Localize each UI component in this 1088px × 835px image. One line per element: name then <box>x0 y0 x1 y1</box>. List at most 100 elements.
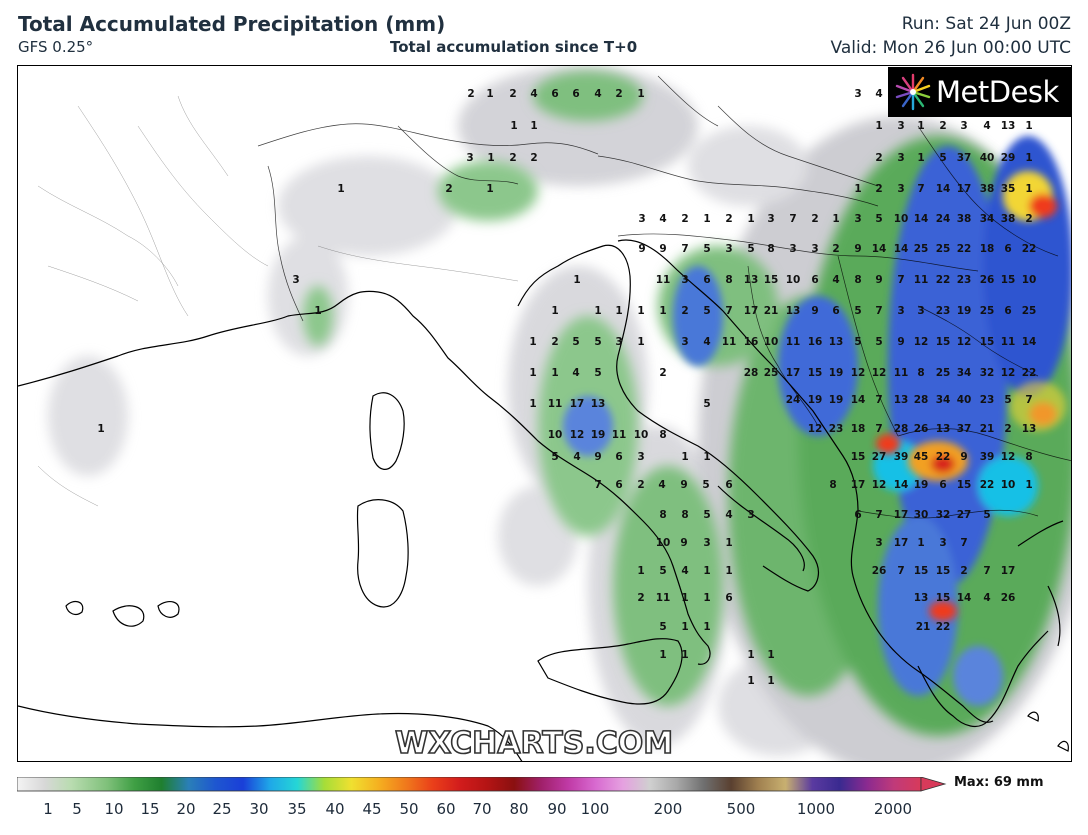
map-value-label: 4 <box>594 88 601 100</box>
map-value-label: 4 <box>875 88 882 100</box>
map-value-label: 3 <box>638 213 645 225</box>
map-value-label: 5 <box>703 398 710 410</box>
map-value-label: 6 <box>725 592 732 604</box>
model-label: GFS 0.25° <box>18 38 94 56</box>
colorbar-tick-label: 30 <box>249 800 269 818</box>
map-value-label: 5 <box>594 336 601 348</box>
map-value-label: 4 <box>703 336 710 348</box>
colorbar-tick-label: 70 <box>472 800 492 818</box>
map-value-label: 19 <box>914 479 929 491</box>
map-value-label: 37 <box>957 423 972 435</box>
map-value-label: 1 <box>314 305 321 317</box>
map-value-label: 19 <box>957 305 972 317</box>
map-value-label: 5 <box>551 451 558 463</box>
map-value-label: 5 <box>659 565 666 577</box>
map-value-label: 2 <box>875 152 882 164</box>
map-value-label: 7 <box>897 274 904 286</box>
map-value-label: 21 <box>916 621 931 633</box>
map-value-label: 1 <box>725 537 732 549</box>
map-value-label: 1 <box>1025 183 1032 195</box>
map-value-label: 5 <box>1004 394 1011 406</box>
map-value-label: 9 <box>811 305 818 317</box>
map-value-label: 2 <box>445 183 452 195</box>
map-value-label: 19 <box>829 394 844 406</box>
map-value-label: 9 <box>680 479 687 491</box>
map-value-label: 6 <box>1004 305 1011 317</box>
map-value-label: 25 <box>936 367 951 379</box>
map-value-label: 11 <box>786 336 801 348</box>
map-value-label: 7 <box>875 509 882 521</box>
map-value-label: 17 <box>957 183 972 195</box>
map-value-label: 1 <box>529 367 536 379</box>
map-value-label: 1 <box>551 305 558 317</box>
map-value-label: 25 <box>764 367 779 379</box>
map-value-label: 6 <box>939 479 946 491</box>
map-value-label: 5 <box>702 479 709 491</box>
map-value-label: 11 <box>1001 336 1016 348</box>
colorbar-tick-label: 2000 <box>873 800 913 818</box>
map-value-label: 1 <box>510 120 517 132</box>
map-value-label: 2 <box>615 88 622 100</box>
map-value-label: 23 <box>980 394 995 406</box>
map-value-label: 38 <box>1001 213 1016 225</box>
map-value-label: 2 <box>681 305 688 317</box>
map-value-label: 11 <box>656 274 671 286</box>
map-value-label: 8 <box>854 274 861 286</box>
map-value-label: 7 <box>960 537 967 549</box>
map-value-label: 35 <box>1001 183 1016 195</box>
map-value-label: 14 <box>957 592 972 604</box>
map-value-label: 7 <box>594 479 601 491</box>
map-value-label: 38 <box>957 213 972 225</box>
map-value-label: 17 <box>894 509 909 521</box>
map-value-label: 2 <box>875 183 882 195</box>
map-value-label: 6 <box>703 274 710 286</box>
map-value-label: 10 <box>1001 479 1016 491</box>
map-value-label: 15 <box>851 451 866 463</box>
map-value-label: 6 <box>725 479 732 491</box>
metdesk-logo[interactable]: MetDesk <box>888 67 1071 117</box>
map-value-label: 2 <box>509 88 516 100</box>
map-value-label: 38 <box>980 183 995 195</box>
map-value-label: 22 <box>1022 367 1037 379</box>
map-value-label: 37 <box>957 152 972 164</box>
chart-subtitle: Total accumulation since T+0 <box>390 38 638 56</box>
map-value-label: 17 <box>851 479 866 491</box>
map-value-label: 2 <box>551 336 558 348</box>
map-value-label: 3 <box>747 509 754 521</box>
map-value-label: 7 <box>917 183 924 195</box>
map-value-label: 3 <box>875 537 882 549</box>
map-value-label: 3 <box>615 336 622 348</box>
map-value-label: 10 <box>894 213 909 225</box>
map-value-label: 7 <box>875 423 882 435</box>
map-value-label: 6 <box>615 451 622 463</box>
map-value-label: 11 <box>656 592 671 604</box>
map-value-label: 5 <box>703 305 710 317</box>
map-value-label: 22 <box>980 479 995 491</box>
map-value-label: 15 <box>914 565 929 577</box>
map-value-label: 10 <box>786 274 801 286</box>
map-value-label: 1 <box>486 183 493 195</box>
map-value-label: 11 <box>894 367 909 379</box>
map-value-label: 3 <box>939 537 946 549</box>
map-value-label: 5 <box>983 509 990 521</box>
map-value-label: 3 <box>703 537 710 549</box>
map-value-label: 7 <box>983 565 990 577</box>
map-value-label: 7 <box>681 243 688 255</box>
map-value-label: 15 <box>936 565 951 577</box>
map-value-label: 13 <box>591 398 606 410</box>
map-value-label: 1 <box>594 305 601 317</box>
colorbar-tick-label: 5 <box>72 800 82 818</box>
map-value-label: 10 <box>548 429 563 441</box>
colorbar-tick-label: 45 <box>362 800 382 818</box>
map-value-label: 13 <box>786 305 801 317</box>
map-value-label: 2 <box>681 213 688 225</box>
map-value-label: 28 <box>744 367 759 379</box>
map-value-label: 1 <box>681 592 688 604</box>
map-value-label: 26 <box>980 274 995 286</box>
map-value-label: 1 <box>487 152 494 164</box>
map-value-label: 9 <box>594 451 601 463</box>
colorbar-tick-label: 20 <box>176 800 196 818</box>
precipitation-map[interactable]: 2 1 2 4 6 6 4 2 1 1 1 3 1 2 2 2 1 1 3 1 1 1 1 1 1 1 1 2 5 5 3 1 1 1 4 5 1 1 11… <box>17 65 1072 762</box>
map-value-label: 2 <box>659 367 666 379</box>
